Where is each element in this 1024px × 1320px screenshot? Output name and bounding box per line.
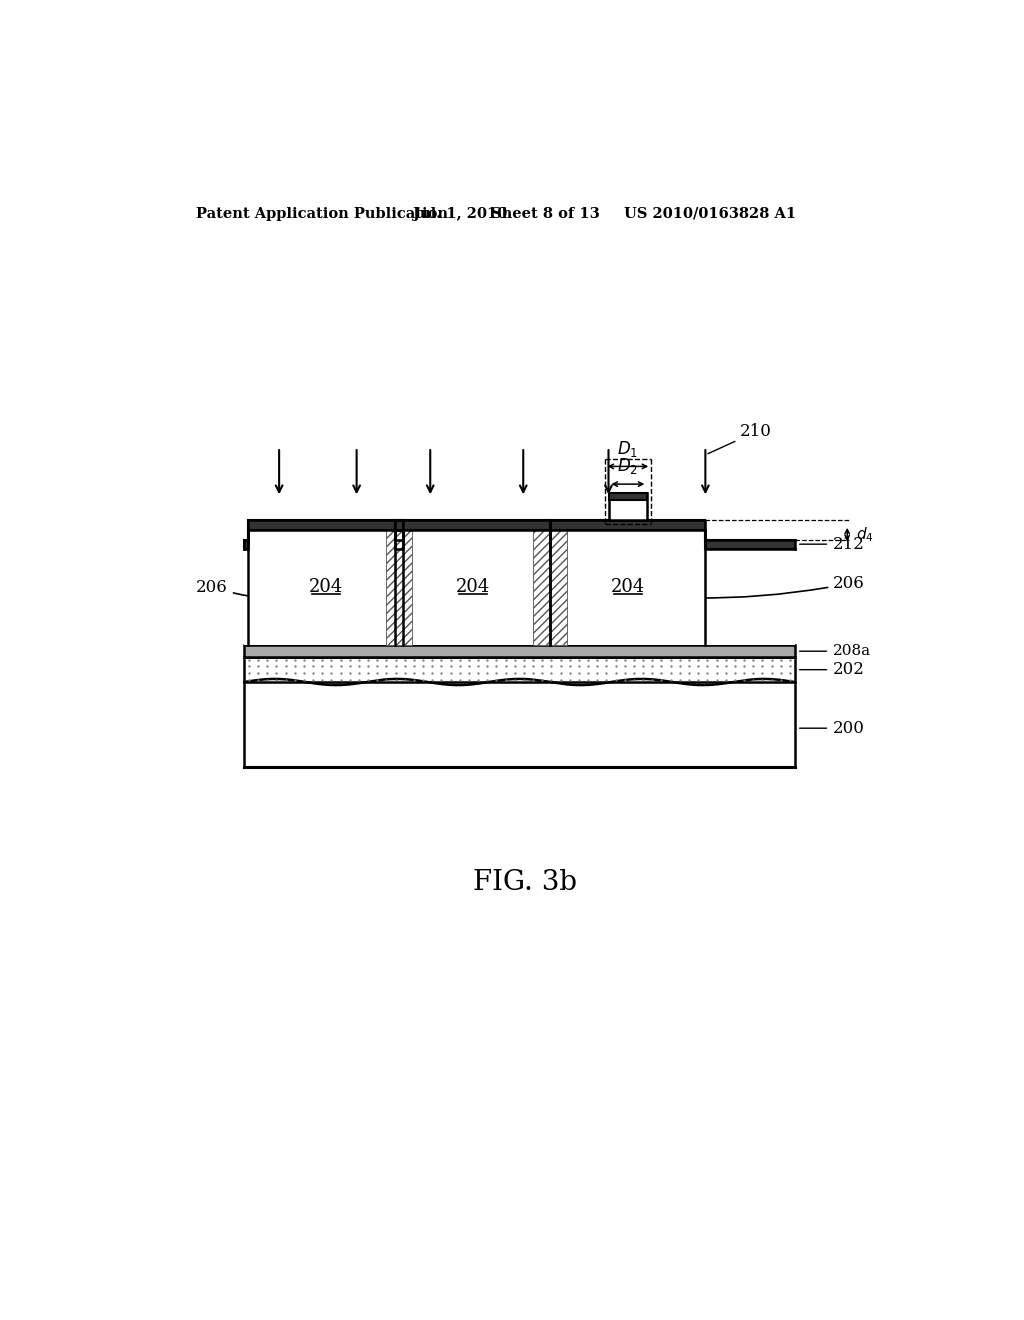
Text: $d_4$: $d_4$ [856,525,874,544]
Polygon shape [395,529,550,645]
Text: Sheet 8 of 13: Sheet 8 of 13 [490,207,599,220]
Polygon shape [245,657,795,682]
Text: 210: 210 [708,424,772,454]
Polygon shape [550,529,706,645]
Text: 212: 212 [834,536,865,553]
Text: 206: 206 [563,576,865,598]
Polygon shape [248,529,403,645]
Text: 202: 202 [834,661,865,678]
Text: 206: 206 [197,578,390,601]
Text: 200: 200 [834,719,865,737]
Text: 204: 204 [610,578,645,597]
Polygon shape [245,520,795,645]
Polygon shape [386,529,403,645]
Text: 208a: 208a [834,644,871,659]
Polygon shape [550,529,567,645]
Text: Patent Application Publication: Patent Application Publication [197,207,449,220]
Text: Jul. 1, 2010: Jul. 1, 2010 [414,207,508,220]
Text: US 2010/0163828 A1: US 2010/0163828 A1 [624,207,796,220]
Polygon shape [608,494,647,520]
Text: 204: 204 [308,578,343,597]
Text: $D_2$: $D_2$ [617,457,638,477]
Text: FIG. 3b: FIG. 3b [473,869,577,896]
Text: $D_1$: $D_1$ [617,438,638,459]
Polygon shape [245,682,795,767]
Polygon shape [245,645,795,657]
Polygon shape [395,529,413,645]
Polygon shape [534,529,550,645]
Polygon shape [608,494,647,499]
Polygon shape [245,520,795,549]
Text: 204: 204 [456,578,490,597]
